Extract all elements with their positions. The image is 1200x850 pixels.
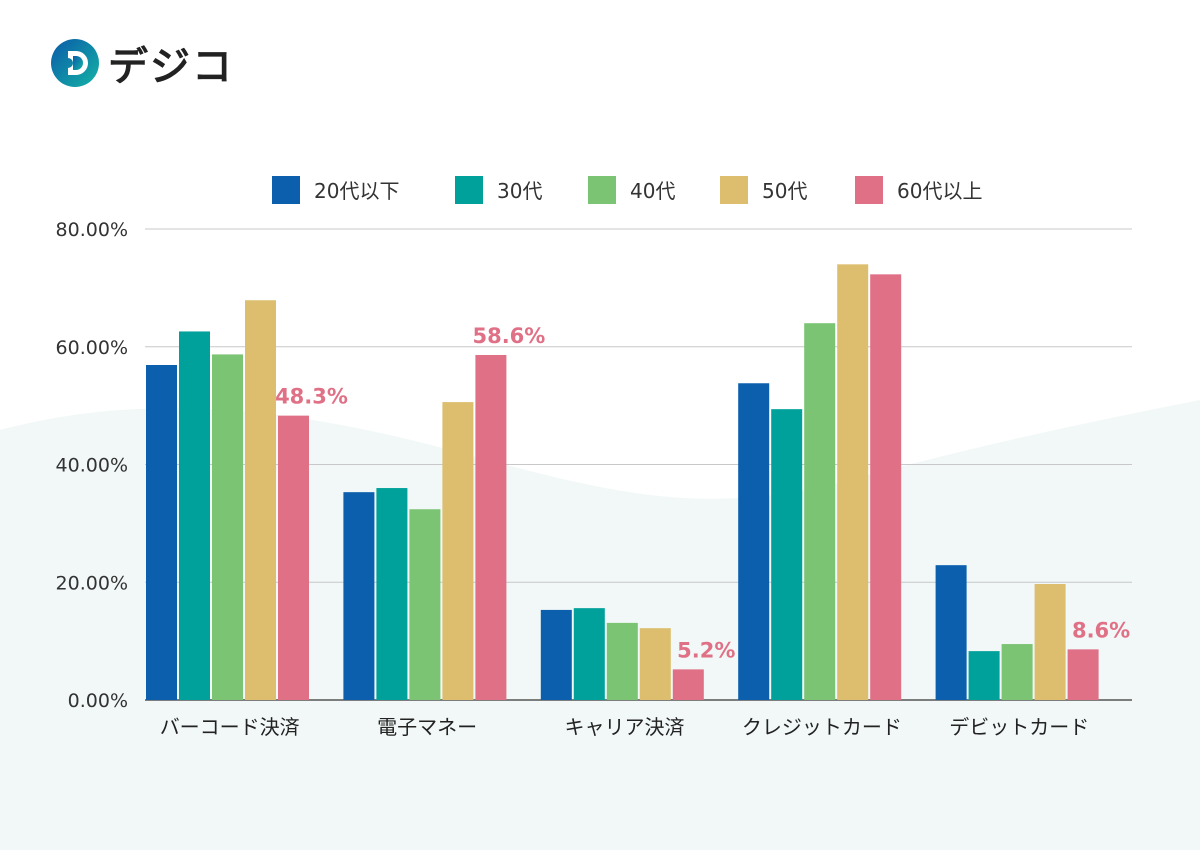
bar [968, 651, 1000, 700]
bar [837, 264, 869, 700]
bar [738, 383, 770, 700]
logo-mark-icon [51, 39, 99, 87]
bar [409, 509, 441, 700]
bar [475, 354, 507, 700]
bar [804, 323, 836, 700]
legend-swatch [855, 176, 883, 204]
y-tick-label: 40.00% [56, 455, 128, 477]
logo: デジコ [50, 34, 234, 92]
legend-label: 60代以上 [897, 179, 982, 203]
bar [573, 608, 605, 700]
legend-swatch [455, 176, 483, 204]
x-category-label: クレジットカード [742, 715, 902, 739]
x-category-label: 電子マネー [377, 715, 477, 739]
bar [1067, 649, 1099, 700]
bar [606, 622, 638, 700]
data-label: 8.6% [1072, 618, 1130, 642]
y-tick-label: 60.00% [56, 337, 128, 359]
bar [672, 669, 704, 700]
y-tick-label: 0.00% [68, 690, 128, 712]
legend-label: 20代以下 [314, 179, 399, 203]
bar [212, 354, 243, 700]
bar [245, 300, 276, 700]
data-label: 48.3% [275, 385, 348, 409]
legend-label: 30代 [497, 179, 542, 203]
bar [870, 274, 902, 700]
bar [442, 402, 474, 700]
x-category-label: デビットカード [949, 715, 1089, 739]
y-tick-label: 80.00% [56, 219, 128, 241]
x-category-label: キャリア決済 [565, 715, 685, 739]
bar [376, 488, 408, 700]
bar [1001, 644, 1033, 700]
bar [278, 415, 309, 700]
legend-swatch [720, 176, 748, 204]
bar [540, 609, 572, 700]
bar [935, 565, 967, 700]
y-tick-label: 20.00% [56, 572, 128, 594]
data-label: 58.6% [472, 324, 545, 348]
legend-label: 50代 [762, 179, 807, 203]
logo-text: デジコ [108, 44, 234, 90]
bar [639, 628, 671, 700]
legend-label: 40代 [630, 179, 675, 203]
bar [179, 331, 210, 700]
bar [771, 409, 803, 700]
legend-swatch [588, 176, 616, 204]
x-category-label: バーコード決済 [160, 715, 300, 739]
legend-swatch [272, 176, 300, 204]
bar [343, 492, 375, 700]
data-label: 5.2% [677, 638, 735, 662]
bar [146, 365, 177, 700]
bar [1034, 584, 1066, 700]
